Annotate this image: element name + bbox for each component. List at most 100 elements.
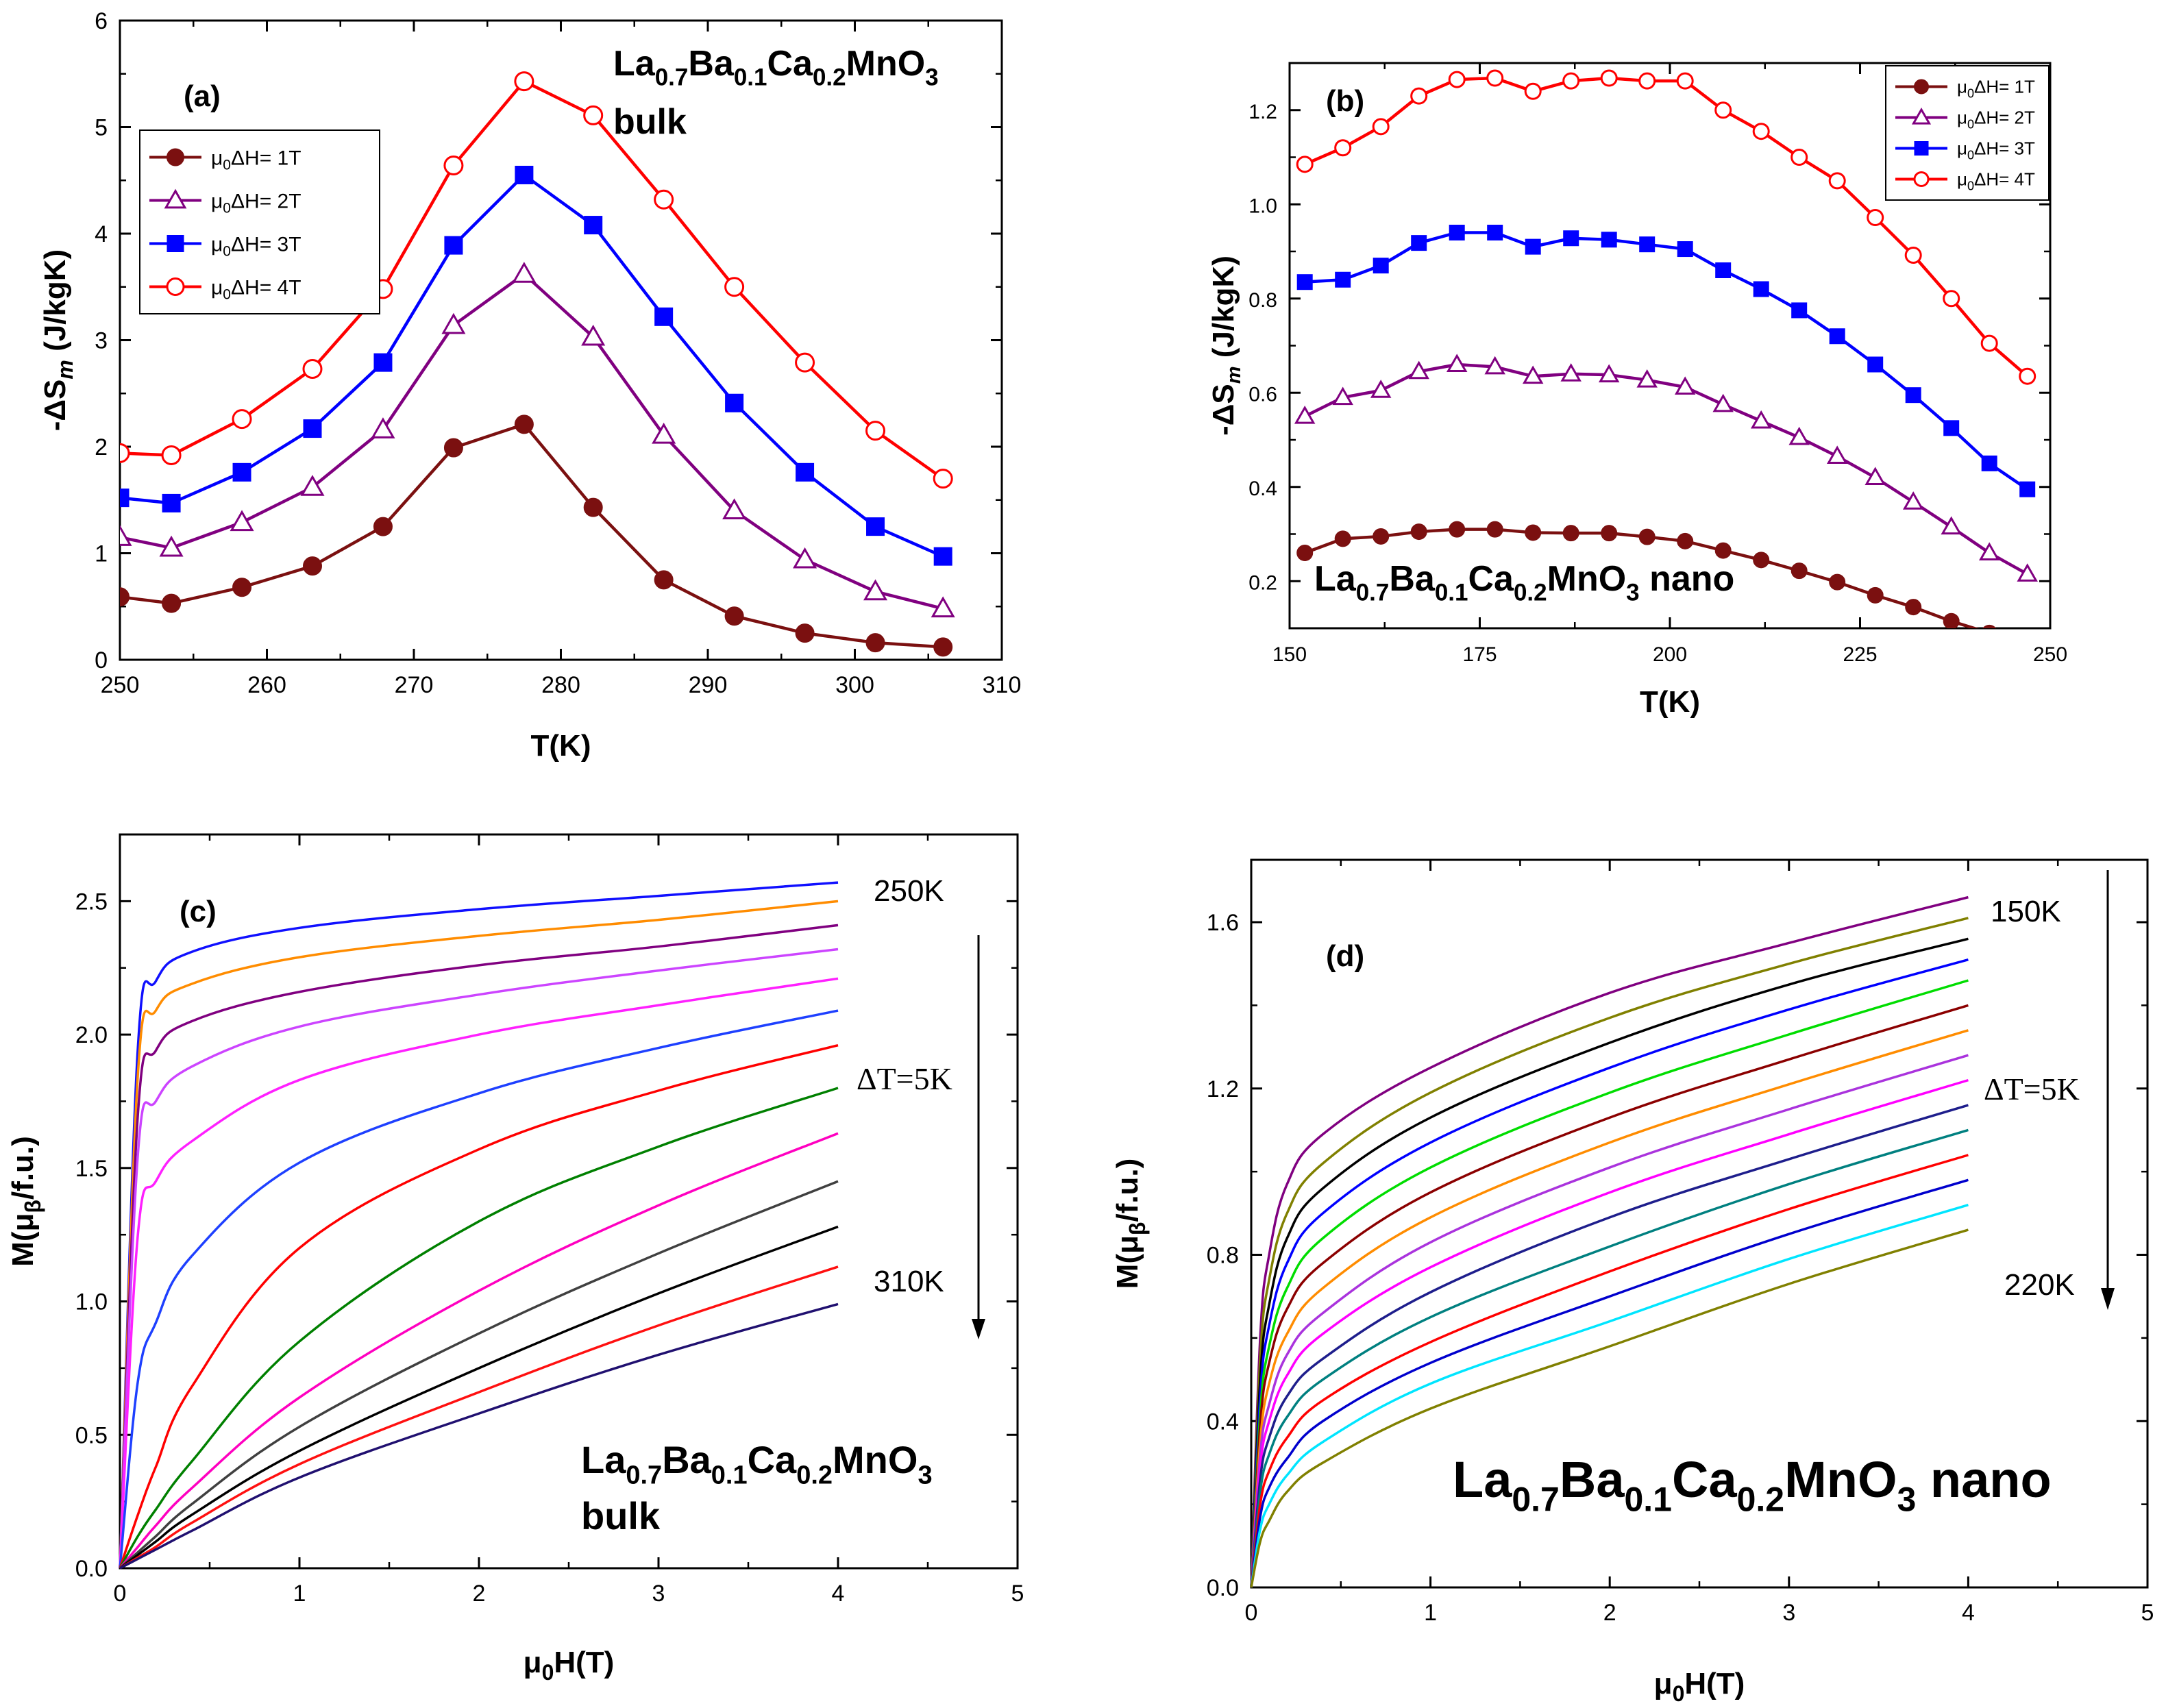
y-tick-label: 2.0 xyxy=(75,1022,108,1048)
curve-180K xyxy=(1250,1029,1969,1588)
curve-255K xyxy=(119,900,839,1569)
data-point xyxy=(1294,405,1316,424)
y-tick-label: 3 xyxy=(95,328,108,354)
panel-b: 150 175 200 225 250 0.2 0.4 0.6 0.8 1.0 1.2 -ΔSm (J… xyxy=(1207,62,2067,719)
data-point xyxy=(1446,354,1468,372)
data-point xyxy=(933,637,953,657)
data-point xyxy=(1598,364,1620,383)
data-point xyxy=(1865,467,1886,485)
data-point xyxy=(1715,262,1732,278)
temp-label-bottom: 310K xyxy=(874,1265,944,1298)
panel-label: (b) xyxy=(1326,84,1364,118)
sample-formula: La0.7Ba0.1Ca0.2MnO3 nano xyxy=(1314,559,1734,606)
curve-295K xyxy=(119,1180,839,1570)
y-tick-label: 6 xyxy=(95,8,108,34)
data-point xyxy=(1902,491,1924,510)
data-point xyxy=(1448,71,1466,88)
x-tick-label: 225 xyxy=(1843,643,1877,666)
data-point xyxy=(120,525,132,546)
curve-195K xyxy=(1250,1104,1969,1588)
data-point xyxy=(232,409,252,430)
y-tick-label: 1 xyxy=(95,541,108,567)
data-point xyxy=(443,155,464,175)
data-point xyxy=(581,324,606,346)
x-tick-label: 150 xyxy=(1272,643,1307,666)
x-tick-label: 1 xyxy=(1424,1600,1437,1626)
y-tick-label: 1.6 xyxy=(1207,910,1239,936)
data-point xyxy=(2019,367,2036,385)
x-tick-label: 5 xyxy=(1011,1581,1024,1607)
panel-a: 250 260 270 280 290 300 310 0 1 2 3 4 5 6 -ΔSm (J/kgK)… xyxy=(38,8,1021,763)
data-point xyxy=(1828,172,1846,190)
data-point xyxy=(1334,530,1351,547)
data-point xyxy=(1373,528,1390,545)
data-point xyxy=(865,421,886,441)
y-tick-label: 1.5 xyxy=(75,1156,108,1182)
data-point xyxy=(1372,118,1390,136)
data-point xyxy=(793,547,817,569)
y-tick-label: 0.5 xyxy=(75,1422,108,1448)
data-point xyxy=(1674,376,1696,395)
sample-formula: La0.7Ba0.1Ca0.2MnO3 xyxy=(613,44,939,91)
y-axis-title: -ΔSm (J/kgK) xyxy=(1207,256,1245,436)
x-tick-label: 1 xyxy=(293,1581,306,1607)
data-point xyxy=(1639,236,1656,253)
data-point xyxy=(514,414,534,434)
data-point xyxy=(1982,624,1997,628)
data-point xyxy=(1712,393,1734,412)
x-axis-title: T(K) xyxy=(1640,685,1700,719)
data-point xyxy=(1562,72,1580,90)
data-point xyxy=(795,623,815,643)
data-point xyxy=(583,105,604,125)
curve-285K xyxy=(119,1087,839,1569)
sample-type: bulk xyxy=(613,102,687,142)
legend-entry: μ0ΔH= 4T xyxy=(1895,169,2035,193)
data-point xyxy=(1788,426,1810,445)
curve-215K xyxy=(1250,1204,1969,1588)
data-point xyxy=(1562,525,1579,542)
data-point xyxy=(1410,87,1428,105)
data-point xyxy=(373,517,393,536)
data-point xyxy=(120,587,130,607)
temp-label-bottom: 220K xyxy=(2004,1268,2075,1302)
data-point xyxy=(1752,123,1770,140)
curve-185K xyxy=(1250,1054,1969,1588)
data-point xyxy=(166,277,185,296)
series-0H3T xyxy=(120,165,952,566)
data-point xyxy=(232,462,251,482)
curve-265K xyxy=(119,948,839,1569)
data-point xyxy=(1296,274,1313,290)
data-point xyxy=(1373,258,1389,274)
x-tick-label: 310 xyxy=(983,672,1022,698)
curve-300K xyxy=(119,1225,839,1570)
curve-220K xyxy=(1250,1228,1969,1588)
data-point xyxy=(1978,542,2000,560)
data-point xyxy=(1449,521,1466,538)
data-point xyxy=(1943,420,1960,436)
x-tick-label: 250 xyxy=(101,672,140,698)
data-point xyxy=(724,606,744,626)
y-tick-label: 4 xyxy=(95,221,108,247)
data-point xyxy=(1677,241,1693,258)
x-tick-label: 260 xyxy=(247,672,286,698)
y-tick-label: 1.2 xyxy=(1207,1076,1239,1102)
y-tick-label: 0.0 xyxy=(75,1556,108,1582)
series-0H1T xyxy=(1296,521,1997,628)
sample-type: bulk xyxy=(581,1494,661,1537)
data-point xyxy=(1943,290,1960,308)
legend-entry: μ0ΔH= 3T xyxy=(149,234,301,260)
data-point xyxy=(1829,328,1845,345)
data-point xyxy=(300,475,325,496)
x-tick-label: 2 xyxy=(473,1581,486,1607)
data-point xyxy=(1486,521,1503,538)
curve-150K xyxy=(1250,895,1969,1588)
data-point xyxy=(1370,380,1392,398)
data-point xyxy=(371,417,395,438)
legend-entry: μ0ΔH= 3T xyxy=(1895,138,2035,162)
data-point xyxy=(1829,573,1846,591)
x-tick-label: 300 xyxy=(835,672,874,698)
curve-165K xyxy=(1250,958,1969,1588)
data-point xyxy=(1790,562,1808,580)
data-point xyxy=(1753,281,1769,297)
y-axis-title: -ΔSm (J/kgK) xyxy=(38,249,77,431)
